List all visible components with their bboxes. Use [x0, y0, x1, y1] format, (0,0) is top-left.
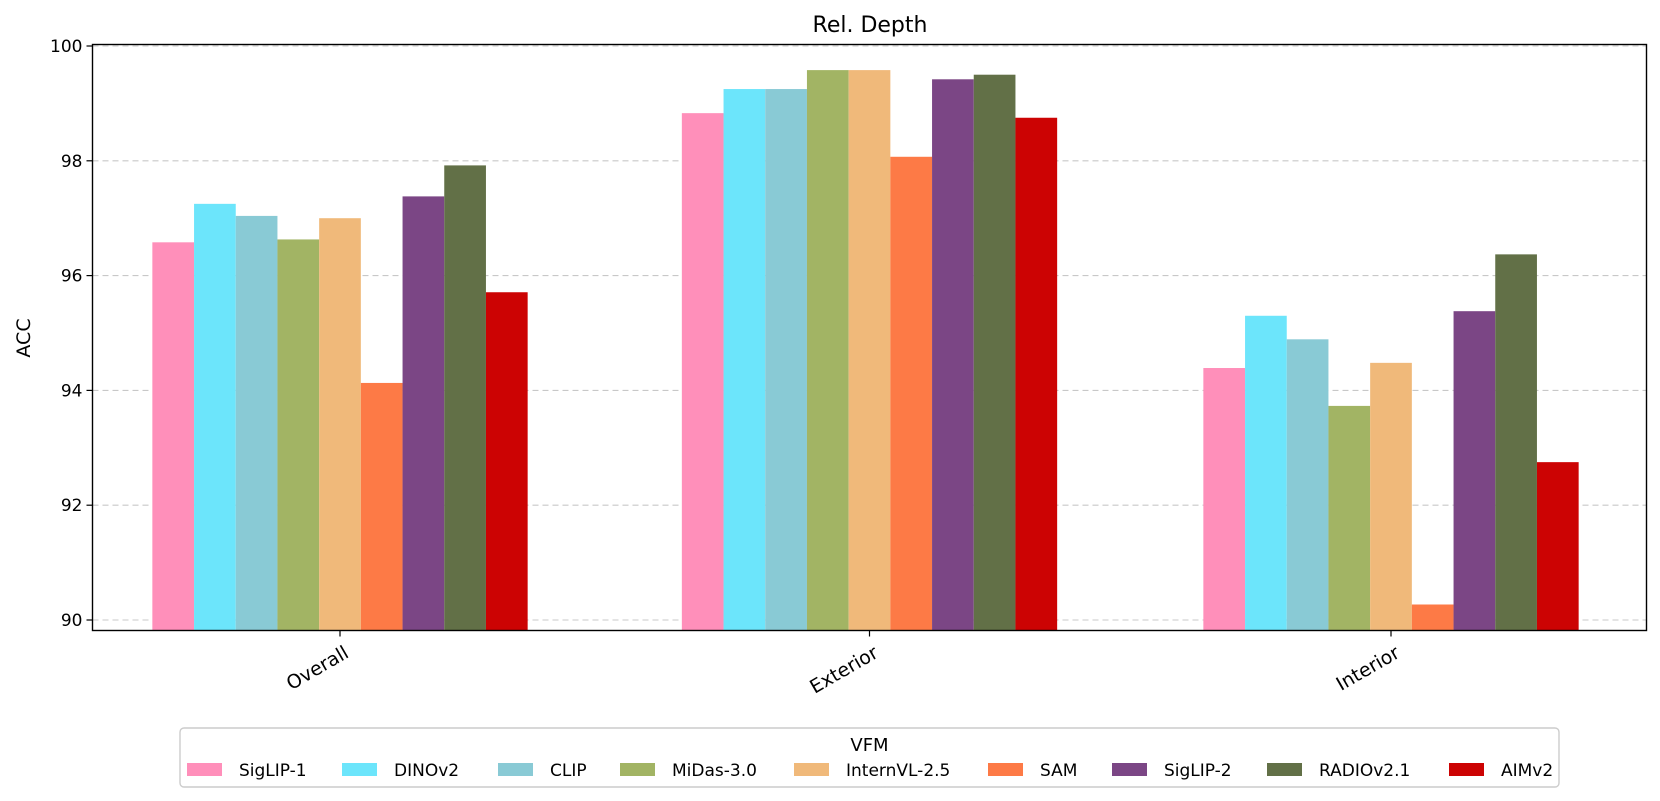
legend-label-aimv2: AIMv2: [1501, 761, 1553, 781]
bar-overall-radiov2-1: [444, 165, 486, 631]
bar-overall-siglip-2: [402, 196, 445, 631]
bar-interior-sam: [1411, 604, 1454, 631]
legend-label-siglip-1: SigLIP-1: [239, 761, 307, 781]
legend-title: VFM: [850, 735, 888, 756]
bar-exterior-internvl-2-5: [848, 70, 891, 631]
bar-interior-radiov2-1: [1495, 254, 1537, 631]
bar-exterior-midas-3-0: [806, 70, 849, 631]
legend-swatch-siglip-1: [187, 763, 222, 776]
y-tick-label-100: 100: [50, 37, 82, 57]
y-tick-label-96: 96: [61, 267, 83, 287]
legend-swatch-internvl-2-5: [794, 763, 829, 776]
bar-exterior-radiov2-1: [973, 74, 1016, 631]
x-tick-label-exterior: Exterior: [806, 642, 882, 699]
bar-overall-siglip-1: [152, 242, 195, 631]
legend-swatch-clip: [498, 763, 533, 776]
legend: VFM SigLIP-1 DINOv2 CLIP MiDas-3.0 InternVL-…: [179, 727, 1560, 788]
y-tick-label-92: 92: [61, 496, 83, 516]
legend-label-dinov2: DINOv2: [394, 761, 459, 781]
bar-interior-clip: [1286, 339, 1329, 631]
bars: [152, 70, 1579, 631]
chart-title: Rel. Depth: [813, 13, 928, 38]
bar-interior-internvl-2-5: [1370, 362, 1412, 631]
bar-exterior-clip: [765, 89, 807, 631]
bar-overall-internvl-2-5: [319, 218, 361, 631]
legend-label-siglip-2: SigLIP-2: [1164, 761, 1232, 781]
legend-swatch-dinov2: [342, 763, 377, 776]
bar-exterior-aimv2: [1015, 117, 1058, 631]
bar-overall-clip: [235, 215, 278, 631]
bar-interior-aimv2: [1536, 462, 1579, 631]
x-tick-label-overall: Overall: [283, 642, 353, 695]
y-tick-label-94: 94: [61, 381, 83, 401]
legend-label-sam: SAM: [1040, 761, 1077, 781]
legend-swatch-sam: [988, 763, 1023, 776]
bar-exterior-siglip-1: [681, 113, 724, 631]
bar-overall-midas-3-0: [277, 239, 320, 631]
bar-overall-dinov2: [194, 203, 236, 631]
bar-exterior-dinov2: [723, 89, 766, 631]
legend-swatch-radiov2-1: [1267, 763, 1302, 776]
legend-label-radiov2-1: RADIOv2.1: [1319, 761, 1410, 781]
bar-exterior-sam: [890, 156, 933, 631]
x-tick-label-interior: Interior: [1332, 642, 1403, 696]
bar-interior-midas-3-0: [1328, 405, 1371, 631]
y-tick-label-90: 90: [61, 611, 83, 631]
bar-interior-siglip-1: [1203, 368, 1246, 631]
legend-label-internvl-2-5: InternVL-2.5: [846, 761, 950, 781]
bar-exterior-siglip-2: [932, 79, 974, 631]
legend-label-clip: CLIP: [550, 761, 587, 781]
y-tick-label-98: 98: [61, 152, 83, 172]
bar-overall-aimv2: [485, 292, 528, 631]
legend-swatch-midas-3-0: [620, 763, 655, 776]
bar-interior-siglip-2: [1453, 311, 1496, 631]
x-axis: Overall Exterior Interior: [283, 630, 1404, 699]
y-axis: 90 92 94 96 98 100: [50, 37, 93, 631]
bar-interior-dinov2: [1245, 315, 1287, 631]
legend-label-midas-3-0: MiDas-3.0: [672, 761, 757, 781]
legend-swatch-siglip-2: [1112, 763, 1147, 776]
bar-overall-sam: [360, 382, 403, 631]
y-axis-label: ACC: [13, 318, 35, 357]
legend-swatch-aimv2: [1449, 763, 1484, 776]
